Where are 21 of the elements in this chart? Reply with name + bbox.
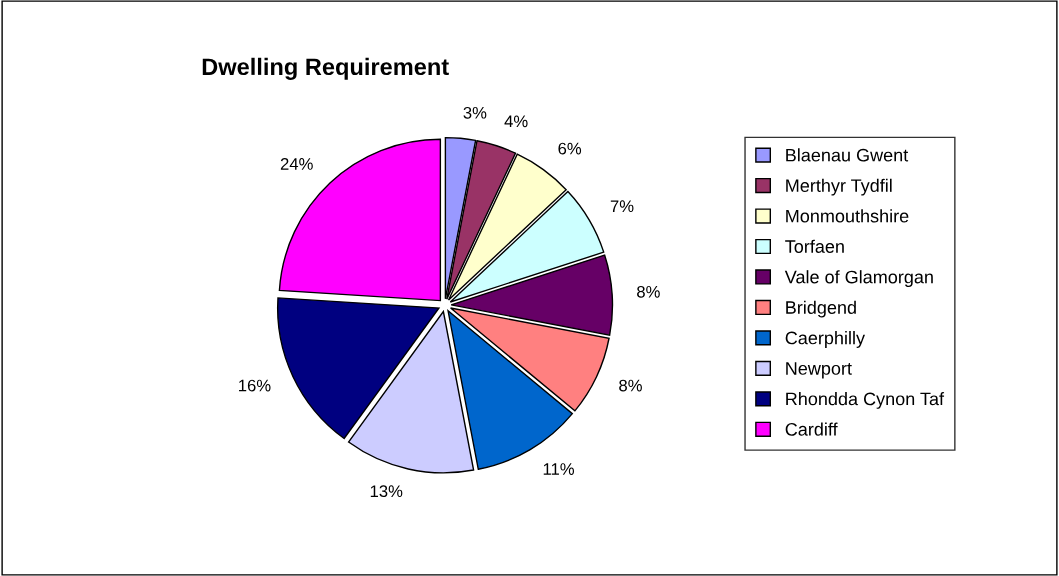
data-label: 13% [370,485,403,498]
chart-title: Dwelling Requirement [202,57,449,80]
data-label: 8% [637,285,660,298]
legend-label: Merthyr Tydfil [786,178,892,196]
legend-label: Newport [786,362,852,379]
legend-label: Blaenau Gwent [786,148,909,162]
legend-label: Torfaen [785,239,844,253]
legend-label: Caerphilly [785,331,865,348]
legend-label: Bridgend [786,300,856,318]
legend-label: Cardiff [785,422,838,436]
data-label: 6% [558,142,582,155]
legend-label: Vale of Glamorgan [784,270,933,287]
legend-label: Rhondda Cynon Taf [786,392,945,409]
data-label: 24% [280,158,313,170]
data-label: 4% [504,115,528,128]
data-label: 7% [610,200,634,212]
legend-label: Monmouthshire [786,209,909,223]
data-label: 11% [543,463,575,475]
data-label: 16% [239,379,271,392]
data-label: 3% [463,106,487,119]
data-label: 8% [619,379,642,392]
